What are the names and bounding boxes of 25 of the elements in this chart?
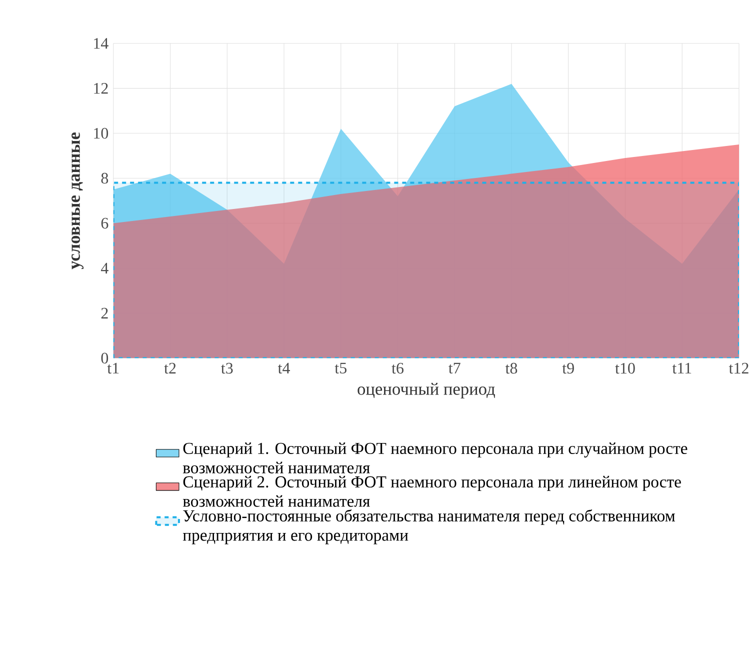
x-tick-label: t4	[278, 362, 290, 374]
y-tick-label: 6	[101, 218, 108, 228]
x-axis-title: оценочный период	[358, 382, 495, 398]
x-tick-label: t1	[107, 362, 119, 374]
x-tick-label: t2	[164, 362, 176, 374]
x-tick-label: t10	[615, 362, 635, 374]
x-tick-label: t6	[392, 362, 404, 374]
y-tick-label: 10	[94, 128, 108, 139]
x-tick-label: t8	[505, 362, 518, 374]
legend-label: Условно-постоянные обязательства нанимателя перед собственником предприятия и его кредиторами	[182, 509, 676, 544]
x-tick-label: t12	[728, 362, 748, 374]
y-tick-label: 0	[101, 352, 108, 364]
y-tick-label: 4	[100, 262, 108, 274]
x-tick-label: t11	[672, 362, 692, 374]
legend-label: Сценарий 2. Осточный ФОТ наемного персонала при линейном росте возможностей нанимателя	[182, 476, 681, 507]
y-tick-label: 2	[101, 308, 108, 318]
x-tick-label: t9	[562, 362, 574, 374]
x-tick-label: t5	[334, 362, 346, 374]
y-tick-label: 12	[94, 82, 108, 94]
y-axis-title: условные данные	[72, 132, 84, 270]
y-tick-label: 8	[101, 172, 108, 184]
x-tick-label: t3	[221, 362, 233, 374]
x-tick-label: t7	[448, 362, 460, 374]
y-tick-label: 14	[94, 38, 108, 48]
legend-label: Сценарий 1. Осточный ФОТ наемного персонала при случайном росте возможностей нанимателя	[182, 442, 688, 474]
